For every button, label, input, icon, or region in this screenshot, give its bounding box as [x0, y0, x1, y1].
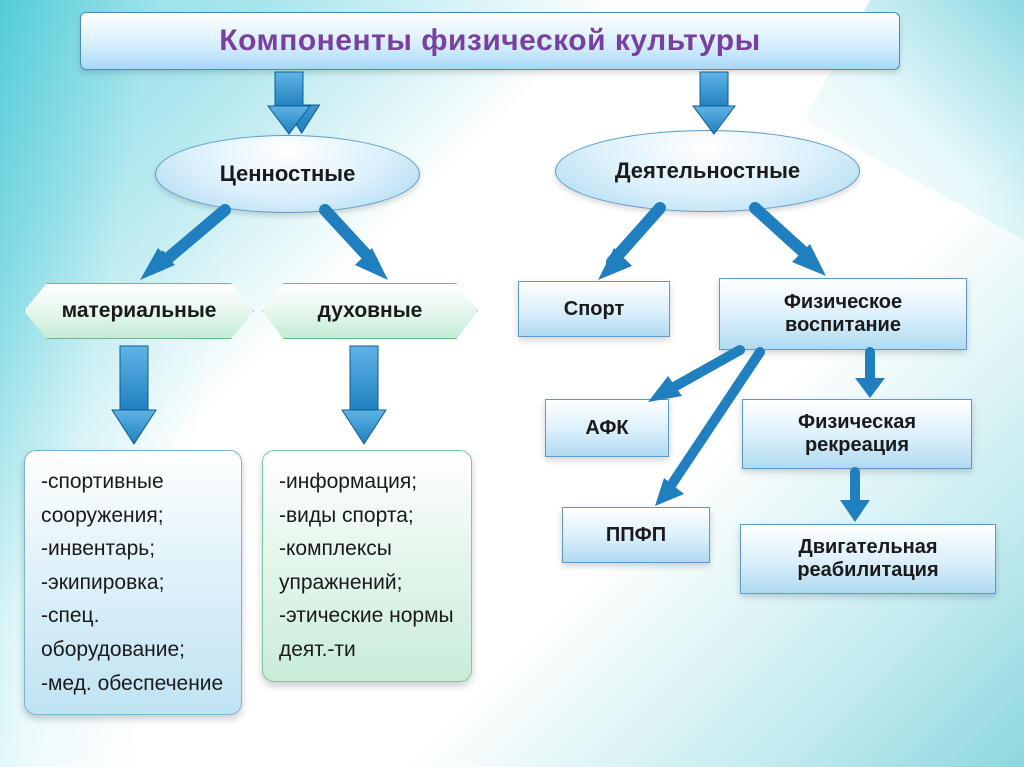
list-item: -спец. оборудование; [41, 599, 225, 666]
node-sport: Спорт [518, 281, 670, 337]
list-material: -спортивные сооружения;-инвентарь;-экипи… [24, 450, 242, 715]
node-material-label: материальные [62, 299, 217, 323]
list-item: -экипировка; [41, 566, 225, 600]
list-item: -этические нормы деят.-ти [279, 599, 455, 666]
list-item: -виды спорта; [279, 499, 455, 533]
node-spiritual-label: духовные [318, 299, 423, 323]
node-phys-edu: Физическое воспитание [719, 278, 967, 350]
node-activity-label: Деятельностные [615, 158, 800, 184]
node-sport-label: Спорт [564, 298, 625, 321]
node-recreation-label: Физическая рекреация [749, 411, 965, 457]
node-rehab-label: Двигательная реабилитация [747, 536, 989, 582]
node-activity: Деятельностные [555, 130, 860, 212]
title-box: Компоненты физической культуры [80, 12, 900, 70]
list-item: -информация; [279, 465, 455, 499]
list-spiritual-content: -информация;-виды спорта;-комплексы упра… [279, 465, 455, 667]
list-item: -мед. обеспечение [41, 667, 225, 701]
title-text: Компоненты физической культуры [219, 24, 760, 58]
node-spiritual: духовные [262, 283, 478, 339]
list-spiritual: -информация;-виды спорта;-комплексы упра… [262, 450, 472, 682]
node-material: материальные [24, 283, 254, 339]
node-value: Ценностные [155, 135, 420, 213]
node-ppfp: ППФП [562, 507, 710, 563]
list-item: -комплексы упражнений; [279, 532, 455, 599]
list-material-content: -спортивные сооружения;-инвентарь;-экипи… [41, 465, 225, 700]
node-afk: АФК [545, 399, 669, 457]
node-afk-label: АФК [585, 417, 628, 440]
node-phys-edu-label: Физическое воспитание [726, 291, 960, 337]
list-item: -спортивные сооружения; [41, 465, 225, 532]
node-recreation: Физическая рекреация [742, 399, 972, 469]
node-ppfp-label: ППФП [606, 524, 666, 547]
list-item: -инвентарь; [41, 532, 225, 566]
node-value-label: Ценностные [220, 161, 356, 187]
node-rehab: Двигательная реабилитация [740, 524, 996, 594]
